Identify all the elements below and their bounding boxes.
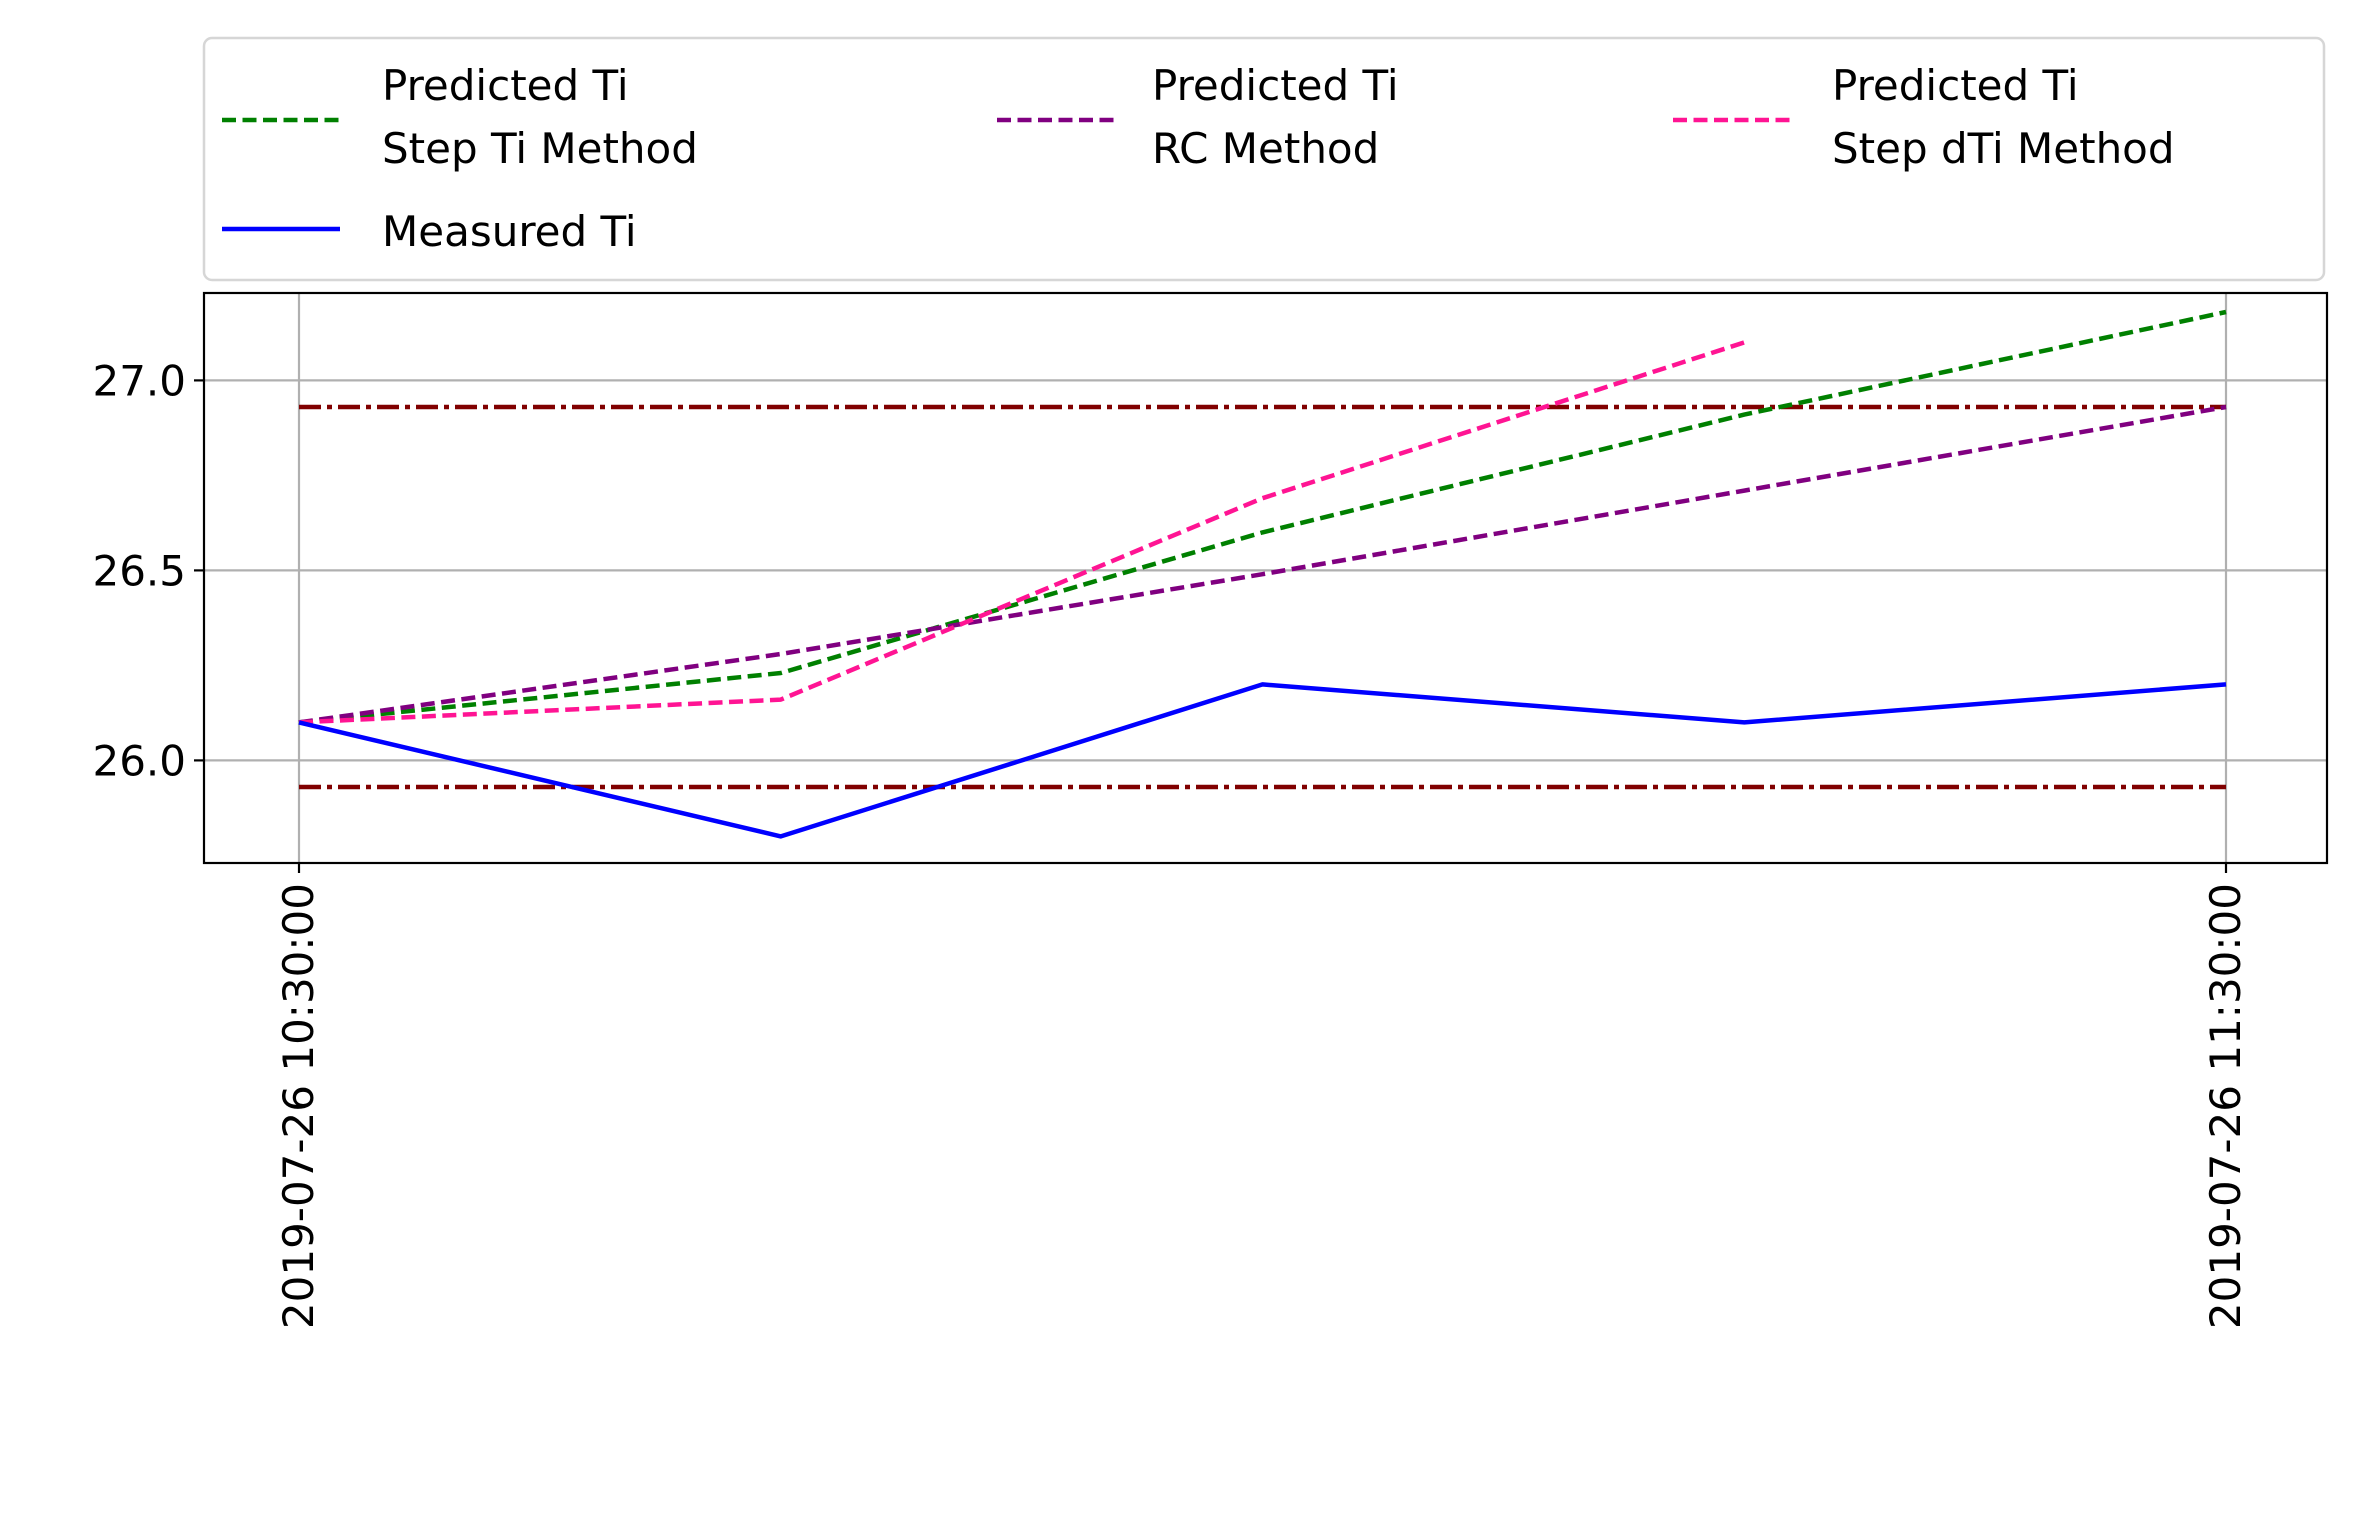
- x-axis: 2019-07-26 10:30:00 2019-07-26 11:30:00: [274, 863, 2250, 1329]
- x-tick-label: 2019-07-26 10:30:00: [274, 883, 323, 1329]
- series-lines: [298, 309, 2227, 839]
- reference-lines: [299, 404, 2226, 790]
- legend-label: Measured Ti: [382, 207, 637, 256]
- legend-label: Predicted Ti: [382, 61, 629, 110]
- series-line: [298, 682, 2227, 839]
- legend-label: Predicted Ti: [1832, 61, 2079, 110]
- y-tick-label: 27.0: [92, 356, 186, 405]
- y-tick-label: 26.0: [92, 736, 186, 785]
- grid-lines: [204, 293, 2327, 863]
- plot-area-frame: [202, 291, 2329, 865]
- series-line: [298, 309, 2227, 725]
- series-line: [298, 340, 1745, 725]
- legend-label: Step Ti Method: [382, 124, 698, 173]
- legend-label: Step dTi Method: [1832, 124, 2175, 173]
- legend-label: RC Method: [1152, 124, 1379, 173]
- series-line: [298, 404, 2227, 725]
- legend-label: Predicted Ti: [1152, 61, 1399, 110]
- x-tick-label: 2019-07-26 11:30:00: [2201, 883, 2250, 1329]
- legend-box: [202, 36, 2326, 282]
- y-axis: 26.0 26.5 27.0: [92, 356, 204, 785]
- y-tick-label: 26.5: [92, 546, 186, 595]
